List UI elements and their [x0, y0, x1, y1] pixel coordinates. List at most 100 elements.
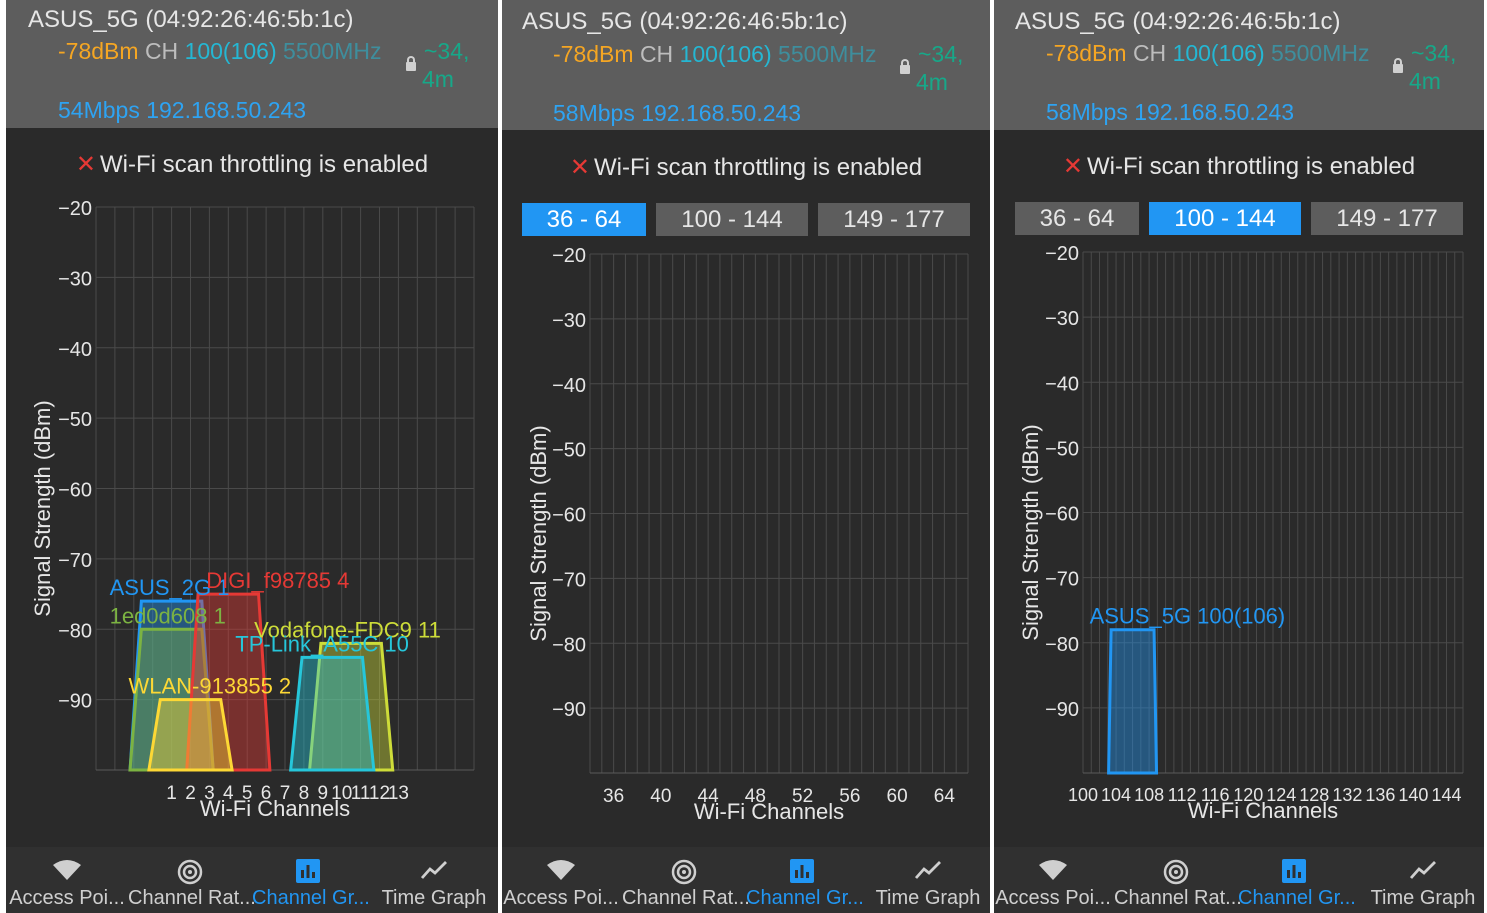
- x-tick-label: 5: [242, 783, 253, 804]
- ssid-label: ASUS_5G (04:92:26:46:5b:1c): [28, 6, 354, 33]
- network-label: DIGI_f98785 4: [206, 568, 349, 593]
- x-axis-label: Wi-Fi Channels: [694, 799, 844, 824]
- y-axis-label: Signal Strength (dBm): [526, 425, 551, 641]
- frequency-value: 5500MHz: [778, 41, 877, 67]
- nav-label: Access Poi...: [995, 887, 1111, 909]
- nav-label: Access Poi...: [503, 887, 619, 909]
- y-tick-label: −50: [1045, 438, 1079, 460]
- x-tick-label: 13: [388, 783, 409, 804]
- connection-details: -78dBm CH 100(106) 5500MHz: [58, 38, 381, 65]
- nav-bar-chart[interactable]: Channel Gr...: [746, 847, 864, 913]
- x-tick-label: 36: [603, 786, 624, 807]
- channel-label: CH: [1132, 40, 1167, 66]
- nav-bar-chart[interactable]: Channel Gr...: [1238, 847, 1356, 913]
- nav-radar[interactable]: Channel Rat...: [128, 847, 256, 913]
- y-tick-label: −40: [1045, 373, 1079, 395]
- connection-header[interactable]: ASUS_5G (04:92:26:46:5b:1c) -78dBm CH 10…: [502, 0, 990, 130]
- x-tick-label: 9: [318, 783, 329, 804]
- band-selector: 36 - 64 100 - 144 149 - 177: [1015, 202, 1463, 235]
- distance-unit: 4m: [1409, 68, 1441, 94]
- nav-label: Time Graph: [381, 887, 487, 909]
- band-tab-36-64[interactable]: 36 - 64: [1015, 202, 1139, 235]
- nav-label: Channel Gr...: [252, 887, 370, 909]
- nav-wifi[interactable]: Access Poi...: [6, 847, 128, 913]
- connection-header[interactable]: ASUS_5G (04:92:26:46:5b:1c) -78dBm CH 10…: [994, 0, 1484, 130]
- network-label: TP-Link_A55C 10: [235, 631, 409, 656]
- y-tick-label: −30: [552, 310, 586, 332]
- connection-header[interactable]: ASUS_5G (04:92:26:46:5b:1c) -78dBm CH 10…: [6, 0, 498, 128]
- band-tab-100-144[interactable]: 100 - 144: [1149, 202, 1301, 235]
- channel-graph[interactable]: −20−30−40−50−60−70−80−901 2 3 4 5 6 7 8 9 1011121…: [6, 0, 498, 840]
- x-tick-label: 112: [1168, 785, 1197, 805]
- nav-wifi[interactable]: Access Poi...: [502, 847, 620, 913]
- channel-graph[interactable]: −20 −30 −40 −50 −60 −70 −80 −90 36 40 44 48 52 56 60 64…: [502, 0, 990, 840]
- nav-label: Channel Rat...: [128, 887, 256, 909]
- channel-value: 100(106): [679, 41, 772, 67]
- scan-status-text: Wi-Fi scan throttling is enabled: [99, 151, 429, 178]
- signal-value: -78dBm: [58, 38, 139, 64]
- band-tab-100-144[interactable]: 100 - 144: [656, 203, 808, 236]
- x-tick-label: 144: [1431, 785, 1461, 805]
- distance-value: ~34,: [918, 41, 964, 67]
- nav-label: Channel Gr...: [1238, 887, 1356, 909]
- nav-label: Channel Gr...: [746, 887, 864, 909]
- y-tick-label: −70: [1045, 569, 1079, 591]
- nav-label: Time Graph: [875, 887, 981, 909]
- nav-label: Channel Rat...: [622, 887, 750, 909]
- band-tab-149-177[interactable]: 149 - 177: [1311, 202, 1463, 235]
- x-tick-label: 60: [887, 786, 908, 807]
- network-signal-shape: [185, 592, 272, 772]
- x-tick-label: 128: [1299, 785, 1329, 805]
- nav-label: Access Poi...: [9, 887, 125, 909]
- y-tick-label: −40: [552, 375, 586, 397]
- band-tab-36-64[interactable]: 36 - 64: [522, 203, 646, 236]
- y-tick-label: −60: [1045, 504, 1079, 526]
- x-axis-label: Wi-Fi Channels: [200, 796, 350, 821]
- nav-wifi[interactable]: Access Poi...: [994, 847, 1112, 913]
- x-tick-label: 44: [698, 786, 720, 807]
- band-tab-149-177[interactable]: 149 - 177: [818, 203, 970, 236]
- frequency-value: 5500MHz: [283, 38, 382, 64]
- x-tick-label: 100: [1068, 785, 1098, 805]
- channel-label: CH: [639, 41, 674, 67]
- x-tick-label: 120: [1233, 785, 1263, 805]
- close-icon: ✕: [1062, 153, 1083, 180]
- x-tick-label: 136: [1365, 785, 1395, 805]
- x-tick-label: 4: [223, 783, 234, 804]
- close-icon: ✕: [569, 154, 590, 181]
- speed-ip: 58Mbps 192.168.50.243: [553, 100, 802, 126]
- x-tick-label: 11: [351, 783, 371, 804]
- distance-value: ~34,: [1411, 40, 1457, 66]
- frequency-value: 5500MHz: [1271, 40, 1370, 66]
- y-tick-label: −90: [58, 691, 92, 713]
- network-label: ASUS_5G 100(106): [1090, 604, 1286, 629]
- distance-value: ~34,: [424, 38, 470, 64]
- y-tick-label: −50: [552, 440, 586, 462]
- nav-line-graph[interactable]: Time Graph: [378, 847, 490, 913]
- nav-radar[interactable]: Channel Rat...: [1114, 847, 1242, 913]
- x-tick-label: 1: [166, 783, 177, 804]
- scan-throttling-status: ✕ Wi-Fi scan throttling is enabled: [994, 152, 1484, 181]
- nav-line-graph[interactable]: Time Graph: [872, 847, 984, 913]
- y-tick-label: −90: [1045, 699, 1079, 721]
- x-tick-label: 7: [280, 783, 291, 804]
- x-tick-label: 3: [204, 783, 215, 804]
- nav-label: Time Graph: [1370, 887, 1476, 909]
- x-tick-label: 108: [1134, 785, 1164, 805]
- nav-bar-chart[interactable]: Channel Gr...: [252, 847, 370, 913]
- nav-line-graph[interactable]: Time Graph: [1366, 847, 1480, 913]
- x-tick-label: 56: [839, 786, 860, 807]
- distance-unit: 4m: [916, 69, 948, 95]
- ssid-label: ASUS_5G (04:92:26:46:5b:1c): [1015, 8, 1341, 35]
- network-label: 1ed0d608 1: [110, 603, 226, 628]
- y-tick-label: −30: [58, 268, 92, 290]
- y-tick-label: −70: [58, 550, 92, 572]
- x-axis-label: Wi-Fi Channels: [1188, 798, 1338, 823]
- y-tick-label: −50: [58, 409, 92, 431]
- scan-throttling-status: ✕ Wi-Fi scan throttling is enabled: [6, 150, 498, 179]
- y-axis-label: Signal Strength (dBm): [30, 400, 55, 616]
- network-label: ASUS_2G 1: [110, 575, 230, 600]
- scan-throttling-status: ✕ Wi-Fi scan throttling is enabled: [502, 153, 990, 182]
- nav-radar[interactable]: Channel Rat...: [622, 847, 750, 913]
